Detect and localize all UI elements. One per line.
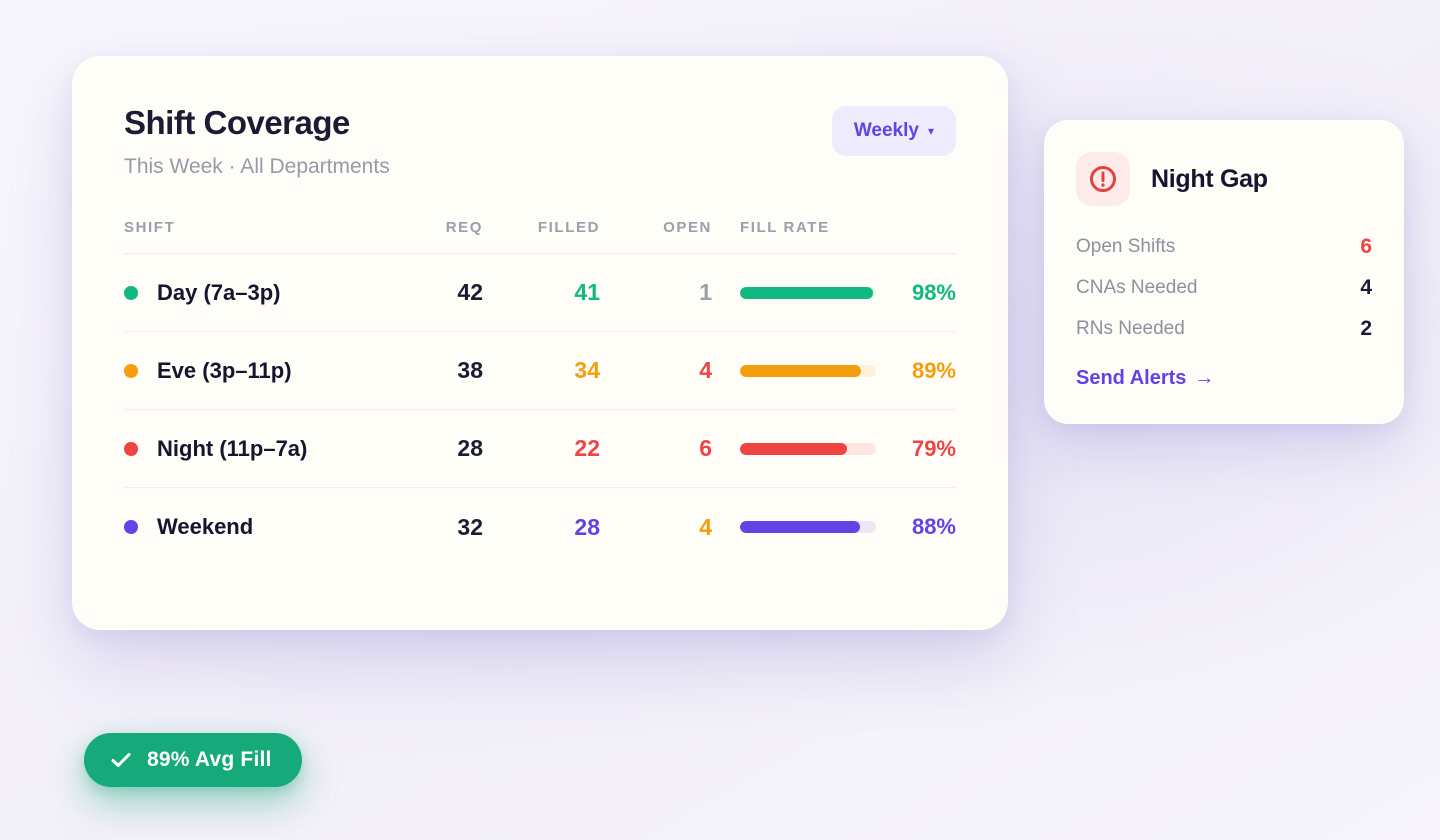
period-dropdown-button[interactable]: Weekly ▾ <box>831 106 956 156</box>
col-header-req: REQ <box>445 219 483 236</box>
req-value: 38 <box>457 357 483 383</box>
fill-rate-bar-track <box>740 364 876 377</box>
col-header-fill-rate: FILL RATE <box>740 219 830 236</box>
col-header-filled: FILLED <box>537 219 600 236</box>
period-dropdown-label: Weekly <box>853 120 919 141</box>
req-value: 28 <box>457 435 483 461</box>
shift-name: Eve (3p–11p) <box>157 357 292 383</box>
open-value: 6 <box>699 435 712 461</box>
card-header-text: Shift Coverage This Week · All Departmen… <box>124 104 390 179</box>
shift-table: SHIFT REQ FILLED OPEN FILL RATE Day (7a–… <box>124 219 956 566</box>
chevron-down-icon: ▾ <box>927 124 934 138</box>
fill-rate-bar-fill <box>740 521 860 533</box>
open-value: 1 <box>699 279 712 305</box>
night-gap-title: Night Gap <box>1151 164 1268 193</box>
shift-name: Weekend <box>157 514 254 539</box>
shift-name: Day (7a–3p) <box>157 279 281 305</box>
night-gap-stats: Open Shifts 6 CNAs Needed 4 RNs Needed 2 <box>1076 235 1372 341</box>
check-icon <box>111 753 131 767</box>
fill-rate-percent: 89% <box>911 357 956 383</box>
card-header: Shift Coverage This Week · All Departmen… <box>124 104 956 179</box>
stat-row-cnas-needed: CNAs Needed 4 <box>1076 276 1372 300</box>
table-row[interactable]: Day (7a–3p) 42 41 1 98% <box>124 254 956 332</box>
alert-circle-icon <box>1090 166 1116 192</box>
shift-name: Night (11p–7a) <box>157 435 308 461</box>
stat-label: Open Shifts <box>1076 236 1176 257</box>
fill-rate-bar-fill <box>740 364 862 377</box>
open-value: 4 <box>699 513 712 540</box>
night-gap-header: Night Gap <box>1076 152 1372 206</box>
night-gap-card: Night Gap Open Shifts 6 CNAs Needed 4 RN… <box>1044 120 1404 424</box>
fill-rate-bar-track <box>740 286 876 299</box>
arrow-right-icon: → <box>1194 367 1215 389</box>
fill-rate-bar-track <box>740 521 876 533</box>
stat-value: 2 <box>1360 317 1372 340</box>
col-header-shift: SHIFT <box>124 219 176 236</box>
table-body: Day (7a–3p) 42 41 1 98% Eve (3p–11p) 38 … <box>124 254 956 566</box>
stat-label: RNs Needed <box>1076 318 1185 339</box>
stat-row-rns-needed: RNs Needed 2 <box>1076 317 1372 341</box>
page-subtitle: This Week · All Departments <box>124 155 390 178</box>
col-header-open: OPEN <box>663 219 712 236</box>
send-alerts-label: Send Alerts <box>1076 367 1187 389</box>
table-row[interactable]: Night (11p–7a) 28 22 6 79% <box>124 410 956 488</box>
avg-fill-label: 89% Avg Fill <box>147 748 272 771</box>
filled-value: 34 <box>574 357 600 383</box>
fill-rate-percent: 88% <box>911 514 956 539</box>
page-title: Shift Coverage <box>124 104 350 141</box>
req-value: 42 <box>457 279 483 305</box>
shift-color-dot <box>124 363 138 378</box>
fill-rate-bar-fill <box>740 286 874 299</box>
open-value: 4 <box>699 357 712 383</box>
filled-value: 41 <box>574 279 600 305</box>
table-row[interactable]: Eve (3p–11p) 38 34 4 89% <box>124 332 956 410</box>
stat-value: 4 <box>1360 276 1372 299</box>
shift-color-dot <box>124 441 138 456</box>
send-alerts-link[interactable]: Send Alerts → <box>1076 367 1214 390</box>
fill-rate-percent: 79% <box>911 435 956 461</box>
fill-rate-bar-fill <box>740 442 848 455</box>
table-row[interactable]: Weekend 32 28 4 88% <box>124 488 956 566</box>
shift-color-dot <box>124 285 138 300</box>
stat-label: CNAs Needed <box>1076 277 1198 298</box>
avg-fill-badge: 89% Avg Fill <box>84 733 302 787</box>
req-value: 32 <box>457 513 483 540</box>
filled-value: 22 <box>574 435 600 461</box>
fill-rate-percent: 98% <box>911 279 956 305</box>
shift-color-dot <box>124 520 138 534</box>
stat-value: 6 <box>1360 235 1372 258</box>
stat-row-open-shifts: Open Shifts 6 <box>1076 235 1372 259</box>
fill-rate-bar-track <box>740 442 876 455</box>
table-header-row: SHIFT REQ FILLED OPEN FILL RATE <box>124 219 956 254</box>
filled-value: 28 <box>574 513 600 540</box>
alert-icon-box <box>1076 152 1130 206</box>
shift-coverage-card: Shift Coverage This Week · All Departmen… <box>72 56 1008 630</box>
